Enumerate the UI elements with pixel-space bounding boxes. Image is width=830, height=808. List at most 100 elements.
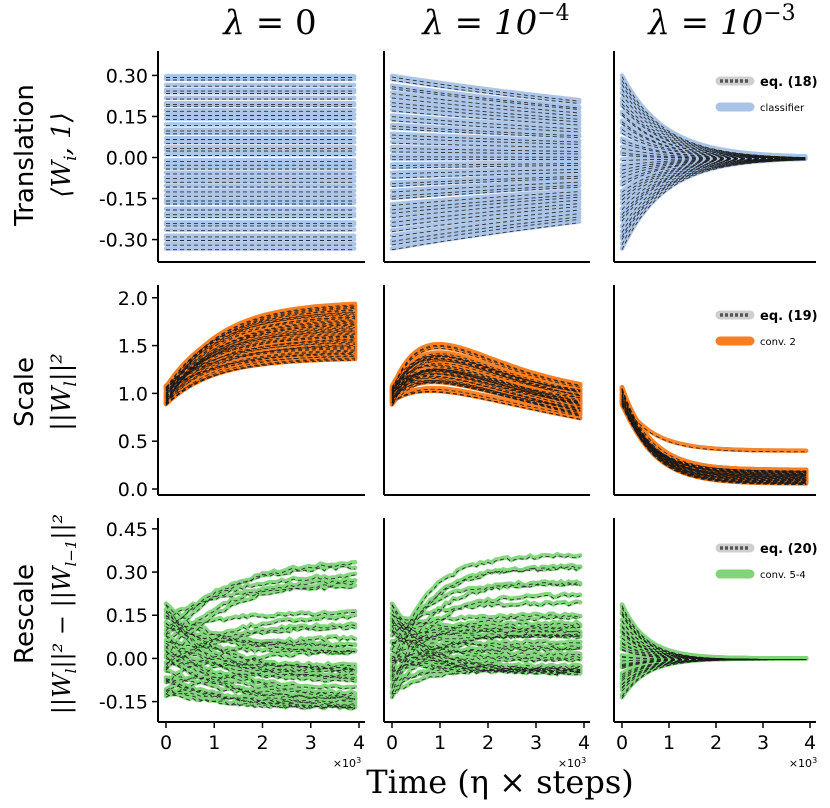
series-line-dashed [391, 102, 580, 120]
series-line [619, 394, 809, 475]
x-tick-label: 3 [530, 732, 542, 754]
svg-text:||Wl||² − ||Wl−1||²: ||Wl||² − ||Wl−1||² [48, 514, 80, 714]
x-tick-label: 3 [757, 732, 769, 754]
series-line-dashed [391, 382, 581, 414]
series-line-dashed [391, 373, 581, 404]
series-line-dashed [391, 222, 580, 251]
series-line [389, 168, 582, 180]
series-line [389, 134, 582, 146]
series-line-dashed [391, 567, 581, 678]
series-line [389, 210, 582, 238]
series-line-dashed [392, 164, 580, 169]
svg-text:Scale: Scale [10, 357, 40, 427]
series-line-dashed [391, 177, 580, 187]
legend-label-solid: conv. 2 [760, 337, 796, 348]
series-line-dashed [165, 341, 356, 398]
series-line-dashed [391, 116, 580, 130]
series-line-dashed [391, 614, 581, 633]
series-line [389, 113, 582, 131]
series-line-dashed [391, 344, 581, 390]
series-line-dashed [165, 321, 356, 401]
series-line [389, 196, 582, 219]
series-line-dashed [621, 402, 807, 472]
series-line-dashed [621, 76, 806, 159]
panel-1-0: 2.0 1.5 1.0 0.5 0.0 [118, 285, 365, 501]
series-line-dashed [391, 379, 581, 411]
series-line-dashed [621, 396, 807, 478]
series-line-dashed [165, 635, 356, 683]
series-line-dashed [391, 667, 581, 695]
series-line-dashed [391, 142, 580, 149]
series-line-dashed [165, 311, 356, 405]
column-title-2: λ = 10−3 [646, 1, 795, 43]
series-line-dashed [391, 120, 580, 133]
series-line-dashed [621, 158, 806, 167]
series-line-dashed [621, 158, 806, 193]
series-line-dashed [165, 345, 356, 390]
series-line-dashed [165, 656, 356, 701]
series-line [389, 206, 582, 233]
series-line-dashed [391, 367, 581, 404]
series-line-dashed [165, 636, 356, 684]
series-group [389, 73, 582, 251]
legend-0: eq. (18) classifier [715, 75, 818, 114]
series-line-dashed [165, 604, 356, 698]
legend-label-solid: classifier [760, 103, 805, 114]
series-line [389, 160, 582, 167]
series-line-dashed [391, 347, 581, 391]
series-line-dashed [391, 360, 581, 398]
svg-text:Rescale: Rescale [10, 564, 40, 664]
series-line-dashed [165, 624, 356, 666]
series-line-dashed [621, 400, 807, 484]
legend-label-dashed: eq. (18) [760, 75, 818, 90]
y-tick-label: 0.15 [106, 106, 148, 128]
series-line-dashed [621, 605, 807, 660]
series-line-dashed [391, 554, 581, 669]
series-line-dashed [391, 105, 580, 123]
series-line [619, 602, 809, 661]
series-line-dashed [391, 346, 581, 391]
series-line [389, 215, 582, 246]
series-line-dashed [621, 397, 807, 474]
series-line [389, 219, 582, 251]
series-line-dashed [165, 310, 356, 391]
series-line-dashed [165, 306, 356, 399]
series-line-dashed [391, 199, 580, 219]
y-tick-label: 0.30 [106, 562, 148, 584]
series-line-dashed [391, 373, 581, 404]
series-line-dashed [391, 110, 580, 126]
series-line-dashed [621, 403, 807, 480]
series-line-dashed [391, 622, 581, 643]
series-group [619, 73, 808, 251]
series-line-dashed [391, 76, 580, 102]
series-line-dashed [165, 679, 356, 706]
series-line-dashed [391, 362, 581, 402]
legend-label-dashed: eq. (20) [760, 542, 818, 557]
series-line [389, 200, 582, 224]
series-line [389, 188, 582, 207]
series-line [163, 632, 358, 684]
series-line-dashed [391, 163, 580, 167]
series-group [389, 341, 583, 421]
series-line-dashed [165, 338, 356, 404]
series-group [389, 551, 583, 700]
series-line-dashed [165, 579, 356, 656]
series-line-dashed [391, 97, 580, 117]
series-line-dashed [621, 659, 807, 685]
series-line-dashed [165, 345, 356, 399]
x-tick-label: 2 [256, 732, 268, 754]
legend-1: eq. (19) conv. 2 [715, 309, 818, 348]
series-line-dashed [165, 625, 356, 670]
x-tick-label: 0 [160, 732, 172, 754]
x-multiplier-2: ×103 [789, 756, 817, 770]
series-line-dashed [621, 158, 806, 175]
svg-text:⟨Wi, 1⟩: ⟨Wi, 1⟩ [47, 112, 81, 198]
series-line [163, 583, 358, 619]
series-line-dashed [621, 80, 806, 159]
series-line-dashed [165, 305, 356, 397]
series-line-dashed [391, 604, 581, 672]
y-tick-label: 0.30 [106, 65, 148, 87]
series-line-dashed [165, 615, 356, 680]
series-line-dashed [391, 213, 580, 238]
